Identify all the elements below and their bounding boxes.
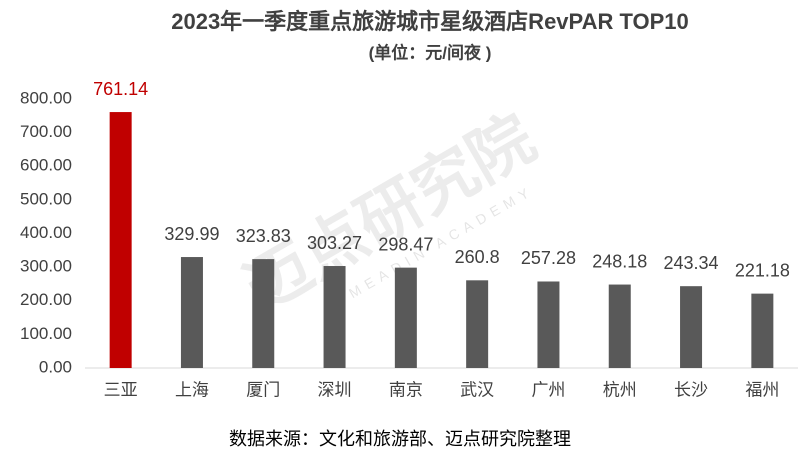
y-tick-label: 700.00	[20, 122, 72, 141]
value-label: 260.8	[455, 247, 500, 267]
y-tick-label: 400.00	[20, 223, 72, 242]
value-label: 323.83	[236, 226, 291, 246]
x-tick-label: 南京	[389, 380, 423, 399]
x-tick-label: 深圳	[318, 380, 352, 399]
value-label: 248.18	[592, 251, 647, 271]
value-label: 761.14	[93, 79, 148, 99]
bar	[608, 284, 631, 368]
y-tick-label: 600.00	[20, 156, 72, 175]
x-tick-label: 广州	[531, 380, 565, 399]
bar	[680, 286, 703, 368]
x-tick-label: 上海	[175, 380, 209, 399]
value-label: 243.34	[664, 253, 719, 273]
bar	[394, 267, 417, 368]
y-tick-label: 800.00	[20, 88, 72, 107]
bar	[252, 259, 275, 368]
source-note: 数据来源：文化和旅游部、迈点研究院整理	[229, 429, 571, 449]
chart-subtitle: (单位：元/间夜 )	[369, 42, 492, 62]
bar	[537, 281, 560, 368]
value-label: 298.47	[378, 234, 433, 254]
y-tick-label: 0.00	[39, 357, 72, 376]
bar	[109, 112, 132, 368]
value-label: 221.18	[735, 260, 790, 280]
y-tick-label: 100.00	[20, 324, 72, 343]
chart-title: 2023年一季度重点旅游城市星级酒店RevPAR TOP10	[171, 9, 689, 34]
y-tick-label: 500.00	[20, 189, 72, 208]
bar	[323, 266, 346, 368]
value-label: 303.27	[307, 233, 362, 253]
bar	[751, 293, 774, 368]
value-label: 257.28	[521, 248, 576, 268]
x-tick-label: 福州	[745, 380, 779, 399]
y-tick-label: 200.00	[20, 290, 72, 309]
x-tick-label: 武汉	[460, 380, 494, 399]
bar	[466, 280, 489, 368]
x-tick-label: 杭州	[603, 380, 637, 399]
x-tick-label: 三亚	[104, 380, 138, 399]
y-tick-label: 300.00	[20, 257, 72, 276]
x-tick-label: 厦门	[246, 380, 280, 399]
x-tick-label: 长沙	[674, 380, 708, 399]
value-label: 329.99	[164, 224, 219, 244]
bar	[180, 257, 203, 368]
